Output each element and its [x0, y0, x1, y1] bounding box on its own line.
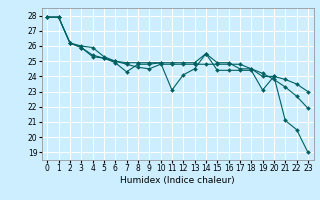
X-axis label: Humidex (Indice chaleur): Humidex (Indice chaleur) [120, 176, 235, 185]
